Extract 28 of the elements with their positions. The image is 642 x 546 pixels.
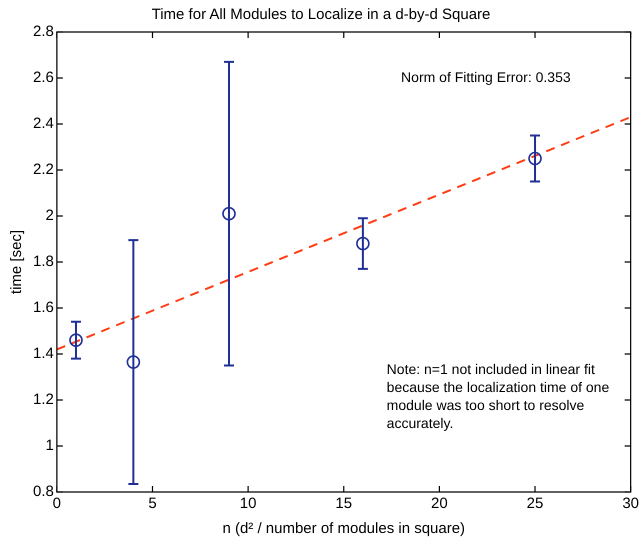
y-tick-label: 1.8 (32, 253, 54, 270)
x-tick-label: 5 (148, 495, 157, 512)
annotation: Note: n=1 not included in linear fit because the localization time of one module was too short to resolve accurately. (386, 360, 610, 432)
y-tick-label: 1 (46, 437, 54, 454)
x-tick-label: 0 (52, 495, 62, 512)
chart-title: Time for All Modules to Localize in a d-by-d Square (152, 6, 490, 24)
y-tick-label: 2.6 (32, 69, 54, 86)
y-tick-label: 2.2 (32, 161, 54, 178)
x-tick-label: 10 (240, 495, 256, 512)
x-tick-label: 15 (335, 495, 352, 512)
point (69, 333, 83, 347)
y-tick-label: 1.4 (32, 345, 54, 362)
x-tick-label: 30 (622, 495, 639, 512)
point (126, 355, 140, 369)
y-axis-title: time [sec] (8, 230, 26, 294)
y-tick-label: 1.2 (32, 391, 54, 408)
point (222, 206, 236, 220)
y-tick-label: 2.4 (32, 115, 54, 132)
point (528, 152, 542, 166)
y-tick-label: 2.8 (32, 23, 54, 40)
point (356, 236, 370, 250)
annotation: Norm of Fitting Error: 0.353 (401, 68, 571, 86)
x-axis-title: n (d² / number of modules in square) (222, 520, 466, 538)
y-tick-label: 0.8 (32, 483, 54, 500)
x-tick-label: 20 (431, 495, 448, 512)
x-tick-label: 25 (526, 495, 544, 512)
y-tick-label: 1.6 (32, 299, 54, 316)
y-tick-label: 2 (46, 207, 54, 224)
